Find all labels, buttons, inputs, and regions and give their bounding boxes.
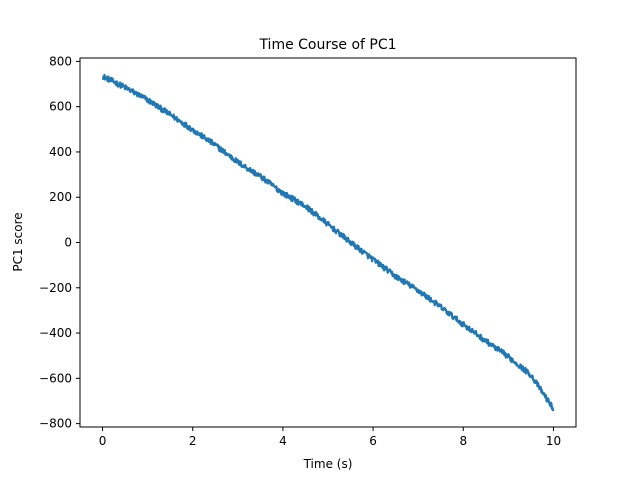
y-tick-label: −400	[39, 326, 72, 340]
axes-frame	[79, 57, 577, 428]
y-tick-label: 800	[49, 54, 72, 68]
x-axis-ticks: 0 2 4 6 8 10	[99, 427, 561, 448]
y-axis-ticks: −800 −600 −400 −200 0 200 400 600 800	[39, 54, 80, 431]
x-tick-label: 8	[459, 434, 467, 448]
x-axis-label: Time (s)	[303, 457, 353, 471]
x-tick-label: 4	[279, 434, 287, 448]
y-tick-label: −200	[39, 281, 72, 295]
y-tick-label: 0	[64, 236, 72, 250]
x-tick-label: 2	[189, 434, 197, 448]
y-tick-label: 600	[49, 100, 72, 114]
y-tick-label: −600	[39, 371, 72, 385]
y-tick-label: −800	[39, 417, 72, 431]
y-axis-label: PC1 score	[11, 212, 25, 271]
y-tick-label: 400	[49, 145, 72, 159]
x-tick-label: 6	[369, 434, 377, 448]
x-tick-label: 10	[546, 434, 561, 448]
chart-title: Time Course of PC1	[258, 37, 396, 53]
y-tick-label: 200	[49, 190, 72, 204]
plot-area	[101, 73, 555, 412]
series-line	[101, 73, 555, 412]
x-tick-label: 0	[99, 434, 107, 448]
